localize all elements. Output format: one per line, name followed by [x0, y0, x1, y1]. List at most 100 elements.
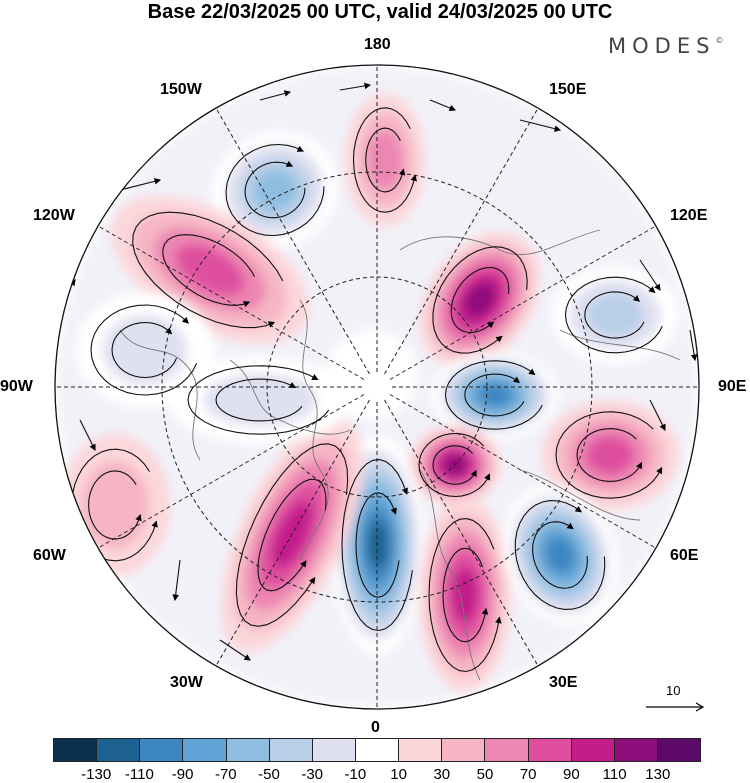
flow-arrow: [219, 639, 251, 661]
graticule: [55, 65, 699, 709]
streamlines: [59, 82, 698, 673]
colorbar-swatch: [226, 739, 270, 761]
meridian-line: [90, 221, 365, 380]
streamline: [418, 432, 491, 498]
anomaly-contour-fill: [81, 461, 149, 549]
lon-label-90w: 90W: [0, 378, 33, 395]
coastline: [119, 329, 201, 461]
vector-reference: 10: [640, 683, 710, 723]
streamline: [341, 459, 413, 632]
colorbar-swatch: [571, 739, 615, 761]
lon-label-30e: 30E: [549, 674, 578, 691]
colorbar-tick-label: -130: [81, 766, 112, 783]
colorbar-tick-label: 50: [476, 766, 494, 783]
map-boundary: [54, 64, 700, 710]
anomaly-contour-fill: [102, 314, 188, 386]
anomaly-contour-fill: [586, 293, 644, 337]
lon-label-150e: 150E: [549, 81, 587, 98]
meridian-line: [384, 100, 543, 375]
colorbar-tick-label: -70: [214, 766, 237, 783]
colorbar-swatch: [355, 739, 400, 761]
lon-label-60e: 60E: [670, 547, 699, 564]
anomaly-center-negative: [551, 266, 679, 364]
streamline: [365, 127, 406, 193]
streamline: [257, 478, 327, 592]
streamline: [215, 378, 303, 422]
lon-label-90e: 90E: [718, 378, 747, 395]
anomaly-contour-fill: [586, 435, 634, 475]
streamline: [244, 160, 306, 219]
streamline: [88, 470, 142, 540]
coastline: [299, 299, 329, 561]
anomaly-contour-fill: [368, 522, 388, 568]
colorbar-swatch: [269, 739, 313, 761]
streamline: [432, 246, 528, 354]
anomaly-center-negative: [502, 485, 618, 625]
colorbar-swatch: [485, 739, 529, 761]
streamline: [564, 276, 663, 354]
colorbar-swatch: [97, 739, 141, 761]
anomaly-contour-fill: [367, 130, 403, 190]
colorbar-swatch: [312, 739, 356, 761]
flow-arrow: [639, 259, 661, 291]
streamline: [111, 321, 177, 379]
lon-label-120e: 120E: [670, 207, 708, 224]
colorbar: [53, 738, 701, 762]
anomaly-center-positive: [111, 196, 309, 344]
meridian-line: [211, 399, 370, 674]
streamline: [235, 443, 349, 627]
colorbar-swatch: [442, 739, 486, 761]
streamline: [225, 143, 325, 237]
anomaly-field: [57, 67, 697, 707]
brand-mark: ©: [715, 36, 724, 45]
colorbar-tick-label: 130: [645, 766, 671, 783]
streamline: [444, 360, 543, 430]
colorbar-tick-label: 110: [602, 766, 627, 783]
flow-arrow: [79, 419, 96, 451]
colorbar-tick-label: -90: [171, 766, 194, 783]
brand-name: MODES: [608, 34, 716, 58]
anomaly-contour-fill: [451, 567, 479, 623]
colorbar-swatch: [614, 739, 658, 761]
anomaly-center-negative: [168, 356, 352, 444]
polar-cap: [327, 330, 417, 420]
meridian-line: [211, 100, 370, 375]
streamline: [90, 304, 198, 396]
meridian-line: [389, 221, 664, 380]
colorbar-tick-label: 30: [433, 766, 451, 783]
vector-reference-label: 10: [666, 683, 681, 698]
flow-arrow: [259, 90, 292, 101]
anomaly-contour-fill: [175, 244, 245, 296]
anomaly-center-positive: [541, 399, 679, 511]
page-title: Base 22/03/2025 00 UTC, valid 24/03/2025…: [147, 1, 613, 23]
anomaly-center-positive: [419, 497, 511, 693]
flow-arrow: [649, 399, 666, 431]
meridian-line: [384, 399, 543, 674]
colorbar-swatch: [140, 739, 184, 761]
anomaly-contour-fill: [465, 283, 495, 317]
streamline: [576, 428, 643, 482]
streamline: [355, 492, 400, 598]
anomaly-contour-fill: [203, 373, 317, 427]
streamline: [352, 107, 418, 213]
brand-logo: MODES©: [608, 34, 723, 58]
lon-label-120w: 120W: [33, 207, 75, 224]
coastline: [519, 469, 641, 521]
meridian-line: [389, 394, 664, 553]
lon-label-30w: 30W: [170, 674, 203, 691]
flow-arrow: [172, 559, 181, 602]
anomaly-center-positive: [59, 433, 171, 577]
colorbar-tick-label: -10: [344, 766, 367, 783]
colorbar-tick-label: 90: [563, 766, 580, 783]
streamline: [162, 234, 255, 308]
coastline: [419, 469, 481, 681]
colorbar-swatch: [54, 739, 98, 761]
flow-arrow: [689, 329, 698, 362]
anomaly-contour-fill: [479, 384, 511, 406]
colorbar-tick-label: -110: [124, 766, 154, 783]
anomaly-center-positive: [344, 93, 426, 227]
streamline: [132, 211, 284, 329]
colorbar-swatch: [657, 739, 701, 761]
coastline: [229, 359, 351, 435]
